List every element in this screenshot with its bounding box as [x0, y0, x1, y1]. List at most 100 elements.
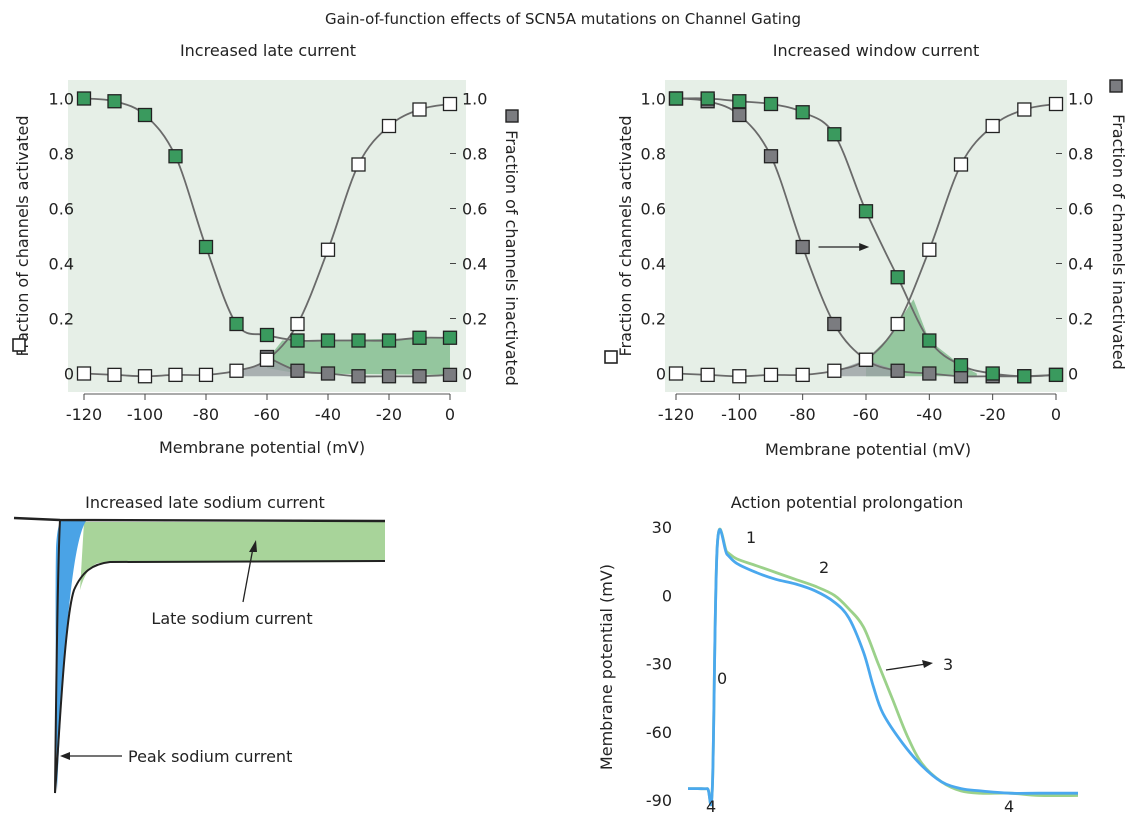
y-tick-label-left-0: 1.0 [49, 90, 74, 109]
gray-data-point-0 [351, 369, 366, 384]
y-tick-label-right-1: 0.4 [1068, 255, 1093, 274]
open-data-point-0 [351, 157, 366, 172]
phase-label-2: 2 [819, 558, 829, 577]
open-data-point-1 [985, 118, 1000, 134]
x-tick-label-1: 0 [1051, 405, 1061, 424]
y-tick-label-right-1: 0.6 [1068, 200, 1093, 219]
green-action-potential-line [688, 527, 1079, 807]
peak-current-arrow [60, 752, 122, 760]
gray-data-point-1 [922, 366, 937, 381]
x-tick-label-0: -20 [376, 405, 402, 424]
late-current-shade [267, 337, 450, 375]
y-tick-label-left-0: 0.4 [49, 255, 74, 274]
prolongation-arrow [885, 660, 933, 671]
plot-action-potential: 300-30-60-90 [646, 518, 1079, 810]
blue-action-potential-line [688, 528, 1079, 807]
green-data-point-0 [137, 107, 153, 123]
open-data-point-0 [229, 363, 244, 378]
green-data-point-0 [320, 333, 336, 348]
y-tick-label-left-0: 0.8 [49, 145, 74, 164]
figure-title: Gain-of-function effects of SCN5A mutati… [325, 10, 801, 28]
phase-label-0: 0 [717, 669, 727, 688]
x-tick-label-0: 0 [445, 405, 455, 424]
y-tick-label-right-0: 0.8 [462, 145, 487, 164]
panel-title-action-potential: Action potential prolongation [731, 493, 964, 512]
green-data-point-0 [381, 333, 397, 348]
plot-window-current: -120 -100 -80 -60 -40 -20 0 0 0 0.2 0.2 0.4 0.4 0.6 0.… [641, 90, 1094, 425]
late-current-fill [80, 522, 385, 590]
window-current-shade [866, 299, 977, 377]
y-tick-label-right-0: 0.4 [462, 255, 487, 274]
open-data-point-1 [668, 366, 684, 381]
baseline-trace [13, 516, 386, 523]
y-tick-label-right-1: 0 [1068, 365, 1078, 384]
x-tick-label-1: -40 [916, 405, 942, 424]
x-axis-label-window-current: Membrane potential (mV) [765, 440, 971, 459]
open-data-point-1 [700, 367, 715, 383]
y-tick-label-left-0: 0.2 [49, 310, 74, 329]
gray-data-point-1 [890, 363, 905, 378]
green-data-point-1 [700, 91, 715, 106]
open-data-point-0 [76, 366, 92, 381]
ap-y-tick-label: 30 [652, 518, 672, 537]
green-data-point-1 [668, 91, 684, 106]
peak-sodium-current-label: Peak sodium current [128, 747, 292, 766]
filled-square-icon [1109, 79, 1123, 93]
green-data-point-1 [795, 105, 810, 120]
y-tick-label-left-1: 0.2 [641, 310, 666, 329]
green-data-point-1 [858, 204, 874, 219]
y-tick-label-left-1: 0 [656, 365, 666, 384]
y-tick-label-right-1: 0.8 [1068, 145, 1093, 164]
x-tick-label-0: -80 [193, 405, 219, 424]
phase-label-4-end: 4 [1004, 797, 1014, 814]
peak-current-fill [55, 520, 86, 790]
y-tick-label-right-0: 0.6 [462, 200, 487, 219]
panel-late-current: Increased late current -120 -100 -80 -60 -40… [12, 41, 521, 457]
gray-data-point-0 [381, 369, 397, 384]
panel-title-late-sodium-current: Increased late sodium current [85, 493, 325, 512]
panel-title-window-current: Increased window current [773, 41, 979, 60]
x-tick-label-1: -80 [790, 405, 816, 424]
gray-data-point-0 [320, 366, 336, 381]
green-data-point-1 [827, 127, 842, 142]
panel-late-sodium-current: Increased late sodium current Late sodiu… [13, 493, 386, 794]
open-data-point-1 [1017, 102, 1032, 117]
green-data-point-0 [107, 94, 122, 109]
y-axis-label-right-late-current: Fraction of channels inactivated [502, 130, 521, 386]
open-data-point-0 [259, 352, 275, 367]
green-data-point-0 [351, 333, 366, 348]
ap-y-tick-label: -60 [646, 723, 672, 742]
green-data-point-1 [922, 333, 937, 348]
open-data-point-0 [320, 242, 336, 257]
ap-y-tick-label: -30 [646, 655, 672, 674]
green-data-point-0 [412, 330, 427, 345]
y-tick-label-right-0: 1.0 [462, 90, 487, 109]
gray-data-point-0 [290, 363, 305, 378]
y-tick-label-left-1: 0.6 [641, 200, 666, 219]
green-data-point-1 [763, 96, 779, 112]
x-tick-label-1: -20 [980, 405, 1006, 424]
open-data-point-0 [412, 102, 427, 117]
green-data-point-0 [168, 149, 183, 164]
gray-data-point-1 [732, 107, 747, 123]
open-data-point-0 [290, 316, 305, 332]
y-tick-label-right-1: 1.0 [1068, 90, 1093, 109]
open-data-point-1 [763, 367, 779, 383]
x-tick-label-0: -120 [66, 405, 102, 424]
green-data-point-0 [442, 330, 458, 345]
late-current-arrow [242, 540, 257, 603]
late-sodium-current-label: Late sodium current [151, 609, 312, 628]
y-tick-label-right-0: 0.2 [462, 310, 487, 329]
y-axis-label-right-window-current: Fraction of channels inactivated [1109, 114, 1127, 370]
open-data-point-0 [381, 118, 397, 134]
open-data-point-1 [732, 369, 747, 384]
panel-action-potential: Action potential prolongation 300-30-60-… [597, 493, 1079, 814]
open-data-point-1 [1048, 96, 1064, 112]
open-data-point-1 [827, 363, 842, 378]
open-square-icon [12, 338, 26, 352]
green-data-point-1 [1048, 367, 1064, 383]
plot-late-current: -120 -100 -80 -60 -40 -20 0 0 0 0.2 0.2 0.4 0.4 0.6 0.… [49, 90, 488, 425]
green-data-point-1 [732, 94, 747, 109]
open-data-point-1 [890, 316, 905, 332]
